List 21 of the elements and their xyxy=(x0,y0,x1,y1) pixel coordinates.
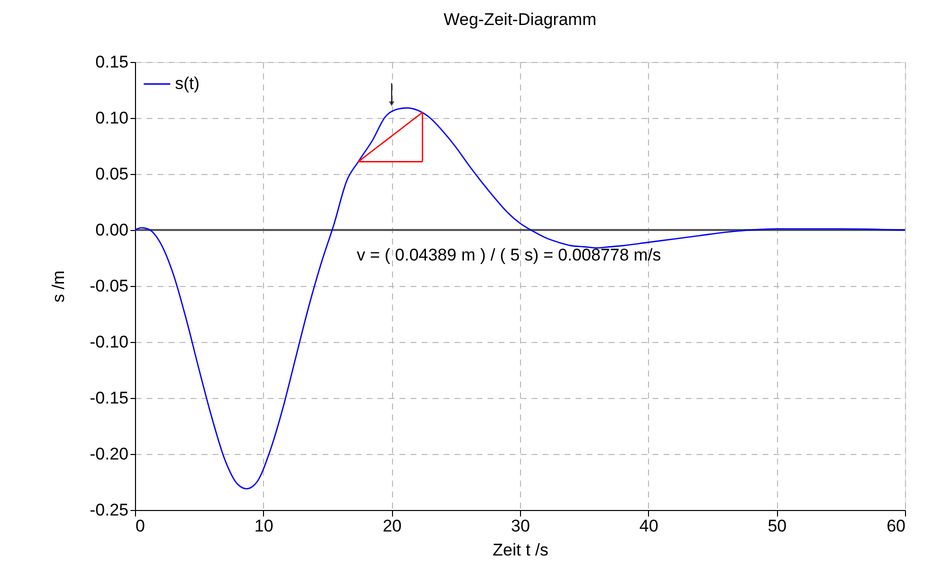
y-axis-title: s /m xyxy=(48,270,68,303)
y-tick-label: -0.15 xyxy=(90,388,128,408)
x-tick-label: 30 xyxy=(511,516,530,536)
chart-title: Weg-Zeit-Diagramm xyxy=(444,10,596,29)
y-tick-label: -0.20 xyxy=(90,444,128,464)
y-tick-label: -0.05 xyxy=(90,276,128,296)
y-tick-label: 0.10 xyxy=(95,108,128,128)
annotation: v = ( 0.04389 m ) / ( 5 s) = 0.008778 m/s xyxy=(356,246,662,265)
y-tick-label: -0.10 xyxy=(90,332,128,352)
y-tick-label: 0.00 xyxy=(95,220,128,240)
x-tick-label: 0 xyxy=(136,516,145,536)
x-tick-label: 60 xyxy=(886,516,906,536)
y-tick-label: -0.25 xyxy=(90,500,128,520)
x-tick-label: 20 xyxy=(382,516,402,536)
legend-label: s(t) xyxy=(175,74,200,93)
y-tick-label: 0.05 xyxy=(95,164,128,184)
x-axis-title: Zeit t /s xyxy=(492,540,548,560)
x-tick-label: 40 xyxy=(639,516,658,536)
y-tick-label: 0.15 xyxy=(95,52,128,72)
x-tick-label: 50 xyxy=(768,516,787,536)
x-tick-label: 10 xyxy=(254,516,274,536)
